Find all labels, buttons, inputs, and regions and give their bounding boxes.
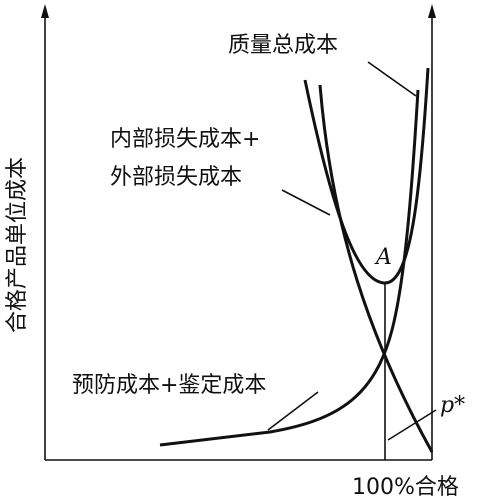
- right-axis-arrow: [428, 4, 436, 18]
- y-axis-arrow: [41, 4, 49, 18]
- failure-cost-curve: [318, 84, 434, 453]
- total-cost-label: 质量总成本: [228, 33, 338, 58]
- y-axis-label: 合格产品单位成本: [5, 157, 30, 333]
- failure-cost-label: 内部损失成本+: [110, 127, 260, 152]
- optimum-label: p*: [440, 393, 465, 418]
- leader: [281, 189, 331, 216]
- failure-cost-label: 外部损失成本: [110, 165, 242, 190]
- leader: [367, 61, 417, 97]
- leader: [267, 391, 319, 431]
- prevention-cost-label: 预防成本+鉴定成本: [72, 373, 266, 398]
- x-axis-label: 100%合格: [352, 475, 459, 500]
- prevention-cost-curve: [159, 89, 420, 447]
- total-cost-curve: [303, 67, 430, 285]
- point-label: A: [374, 245, 392, 270]
- leader: [387, 409, 437, 441]
